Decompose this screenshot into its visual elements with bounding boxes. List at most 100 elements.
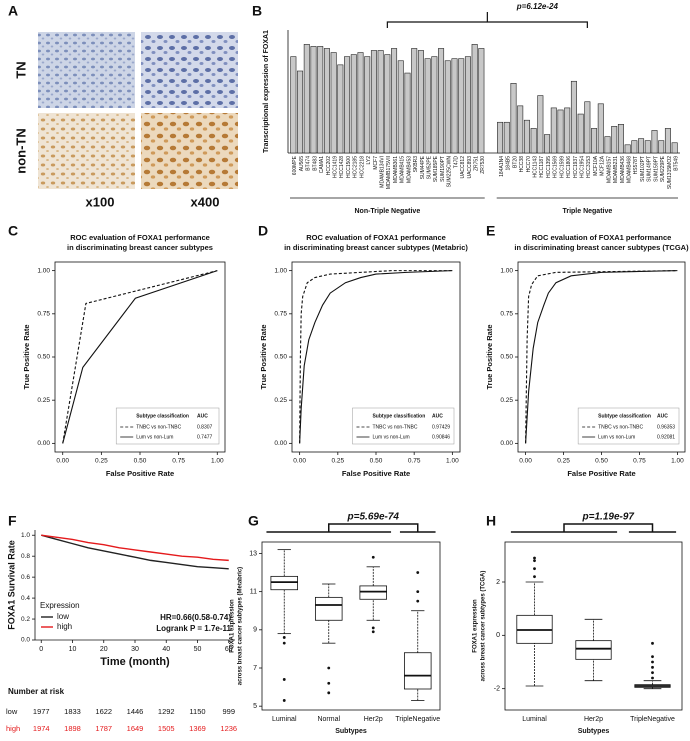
micrograph (38, 113, 135, 189)
x-tick-label: HCC202 (326, 156, 332, 175)
outlier (416, 571, 420, 574)
x-tick-label: SUM225CWN (447, 156, 453, 188)
box (575, 640, 612, 660)
plot-frame (504, 541, 683, 711)
micrograph (38, 32, 135, 108)
risk-count: 1505 (158, 724, 175, 733)
bar (310, 46, 317, 154)
x-tick-label: HCC38 (519, 156, 525, 173)
bar (303, 44, 310, 154)
bar (651, 130, 658, 154)
legend-header: AUC (432, 413, 443, 419)
y-axis-label: FOXA1 expression (473, 599, 479, 653)
legend-header: Subtype classification (372, 413, 425, 419)
y-axis-label: FOXA1 expression (230, 599, 236, 653)
x-tick-label: BT20 (512, 156, 518, 168)
x-tick-label: HCC1187 (539, 156, 545, 178)
outlier (533, 567, 536, 571)
risk-count: 1446 (127, 707, 144, 716)
panel-label: F (8, 513, 17, 529)
x-tick-label: Luminal (522, 716, 547, 723)
risk-row-label: low (6, 707, 18, 716)
risk-count: 1150 (189, 707, 205, 716)
risk-row-label: high (6, 724, 20, 733)
legend-label: TNBC vs non-TNBC (372, 424, 417, 430)
bar (344, 56, 351, 154)
x-tick-label: MDAMB436 (620, 156, 626, 183)
box (270, 575, 298, 591)
legend (115, 407, 220, 445)
roc-curve (62, 270, 218, 444)
bar (384, 54, 391, 154)
legend-label: Lum vs non-Lum (372, 434, 409, 440)
risk-count: 1622 (95, 707, 112, 716)
y-axis-label: True Positive Rate (22, 324, 31, 389)
x-tick-label: 30 (131, 646, 139, 653)
risk-count: 999 (222, 707, 235, 716)
x-tick-label: 40 (162, 646, 170, 653)
bar (597, 103, 604, 154)
bar (424, 58, 431, 154)
x-tick-label: BT474 (306, 156, 312, 171)
x-tick-label: SUM52PE (426, 155, 432, 179)
panel-label: H (486, 513, 496, 529)
bar (570, 80, 577, 154)
bar (471, 44, 478, 154)
bracket (510, 523, 677, 533)
survival-curve (41, 534, 229, 570)
bar (444, 60, 451, 154)
y-tick-label: 0.00 (500, 440, 513, 447)
chart-title: ROC evaluation of FOXA1 performance (70, 233, 210, 242)
x-tick-label: HCC1599 (559, 156, 565, 178)
bar (330, 52, 337, 154)
outlier (282, 699, 286, 702)
legend-header: Subtype classification (136, 413, 189, 419)
outlier (651, 665, 654, 669)
risk-count: 1236 (220, 724, 237, 733)
x-tick-label: HCC1143 (532, 156, 538, 178)
x-tick-label: SUM149PT (647, 156, 653, 182)
x-axis-label: Subtypes (578, 728, 610, 735)
y-tick-label: 1.00 (37, 267, 50, 274)
box (359, 585, 387, 600)
outlier (327, 691, 331, 695)
y-tick-label: 0.50 (274, 354, 287, 361)
x-tick-label: LY2 (366, 156, 372, 165)
survival-curve (41, 534, 229, 562)
y-tick-label: 0.00 (37, 440, 50, 447)
x-tick-label: HS578T (633, 156, 639, 174)
x-tick-label: 184B5 (506, 156, 512, 171)
bar (523, 119, 530, 154)
bar (337, 64, 344, 154)
panel-a: A TN non-TN x100 x400 (8, 3, 238, 209)
bar (478, 48, 485, 154)
x-tick-label: UACC812 (460, 156, 466, 179)
x-tick-label: HCC3153 (586, 156, 592, 178)
panel-label: C (8, 223, 18, 239)
bar (517, 105, 524, 154)
risk-count: 1833 (64, 707, 81, 716)
y-tick-label: 1.00 (274, 267, 287, 274)
panel-label: G (248, 513, 259, 529)
y-tick-label: 0 (496, 632, 500, 639)
x-tick-label: SUM1315MO2 (667, 156, 673, 189)
x-tick-label: HCC1395 (546, 156, 552, 178)
y-tick-label: 13 (249, 550, 257, 557)
bar (591, 128, 598, 154)
x-tick-label: 0.25 (557, 458, 570, 465)
x-tick-label: 0.50 (595, 458, 608, 465)
box (314, 596, 343, 621)
x-tick-label: SUM185PE (433, 155, 439, 182)
x-tick-label: 0.00 (293, 458, 306, 465)
auc-label: 0.92081 (657, 434, 675, 440)
y-tick-label: 1.0 (21, 532, 30, 539)
bar (370, 50, 377, 154)
x-tick-label: 60 (225, 646, 233, 653)
x-tick-label: 0.75 (408, 458, 421, 465)
x-axis-label: False Positive Rate (342, 469, 410, 478)
bar (451, 58, 458, 154)
legend-label: high (57, 622, 72, 631)
x-tick-label: HCC2218 (359, 156, 365, 178)
chart-title: ROC evaluation of FOXA1 performance (532, 233, 672, 242)
y-tick-label: 0.25 (274, 397, 287, 404)
